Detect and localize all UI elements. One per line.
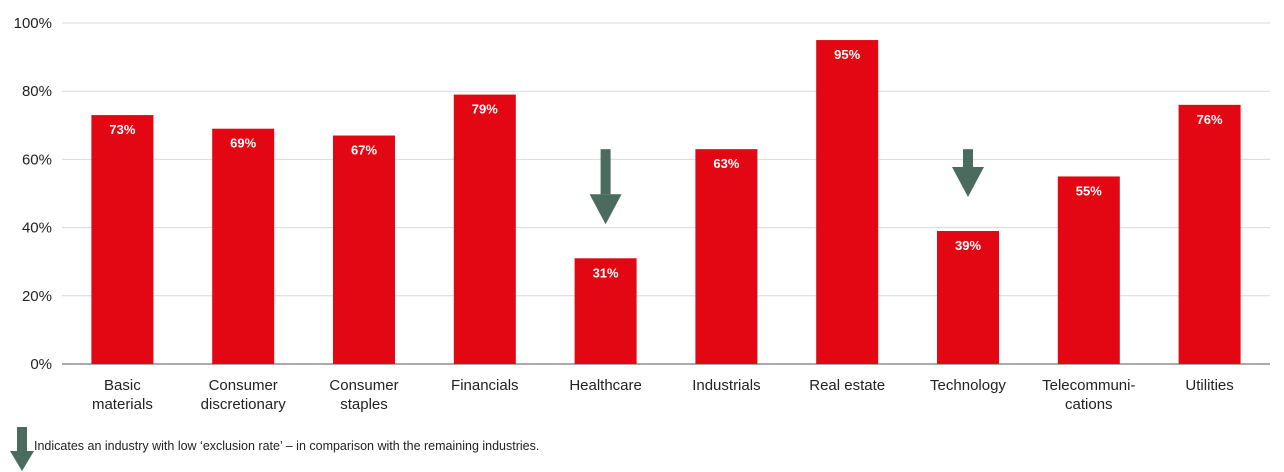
x-axis: Basic materials Consumer discretionary Consu… [92, 377, 1234, 413]
data-label: 67% [351, 143, 377, 158]
x-tick-label: Telecommuni-cations [1042, 377, 1135, 413]
legend: Indicates an industry with low ‘exclusio… [10, 427, 1270, 471]
data-label: 39% [955, 238, 981, 253]
x-tick-label: Utilities [1185, 377, 1233, 394]
data-label: 31% [593, 265, 619, 280]
x-tick-label: Consumer staples [329, 377, 398, 413]
down-arrow-icon [10, 427, 34, 471]
x-tick-label: Financials [451, 377, 519, 394]
bar-chart: 0% 20% 40% 60% 80% 100% 73% 69% 67% 79% 31% 63% 95%… [14, 15, 1270, 413]
y-tick-label: 40% [22, 220, 52, 237]
legend-text: Indicates an industry with low ‘exclusio… [34, 439, 540, 453]
down-arrow-icon [589, 149, 622, 225]
bar [937, 231, 999, 364]
x-tick-label: Technology [930, 377, 1006, 394]
bar [212, 128, 275, 364]
y-tick-label: 60% [22, 151, 52, 168]
data-label: 95% [834, 47, 860, 62]
y-tick-label: 20% [22, 288, 52, 305]
x-tick-label: Industrials [692, 377, 760, 394]
data-label: 76% [1197, 112, 1223, 127]
arrow-markers [589, 149, 984, 225]
bar [574, 258, 637, 364]
bar [1178, 104, 1241, 364]
y-tick-label: 80% [22, 83, 52, 100]
y-tick-label: 0% [30, 356, 52, 373]
x-tick-label: Healthcare [569, 377, 642, 394]
bars: 73% 69% 67% 79% 31% 63% 95% 39% 55% 76% [91, 40, 1241, 365]
y-axis: 0% 20% 40% 60% 80% 100% [14, 15, 52, 373]
x-tick-label: Consumer discretionary [201, 377, 287, 413]
data-label: 79% [472, 102, 498, 117]
bar [333, 135, 395, 364]
bar [695, 149, 758, 364]
x-tick-label: Real estate [809, 377, 885, 394]
bar [816, 40, 879, 365]
bar [453, 94, 516, 365]
data-label: 63% [713, 156, 739, 171]
down-arrow-icon [952, 149, 984, 198]
data-label: 73% [109, 122, 135, 137]
bar [91, 115, 154, 364]
y-tick-label: 100% [14, 15, 52, 32]
data-label: 55% [1076, 183, 1102, 198]
x-tick-label: Basic materials [92, 377, 153, 413]
data-label: 69% [230, 136, 256, 151]
bar [1057, 176, 1120, 364]
